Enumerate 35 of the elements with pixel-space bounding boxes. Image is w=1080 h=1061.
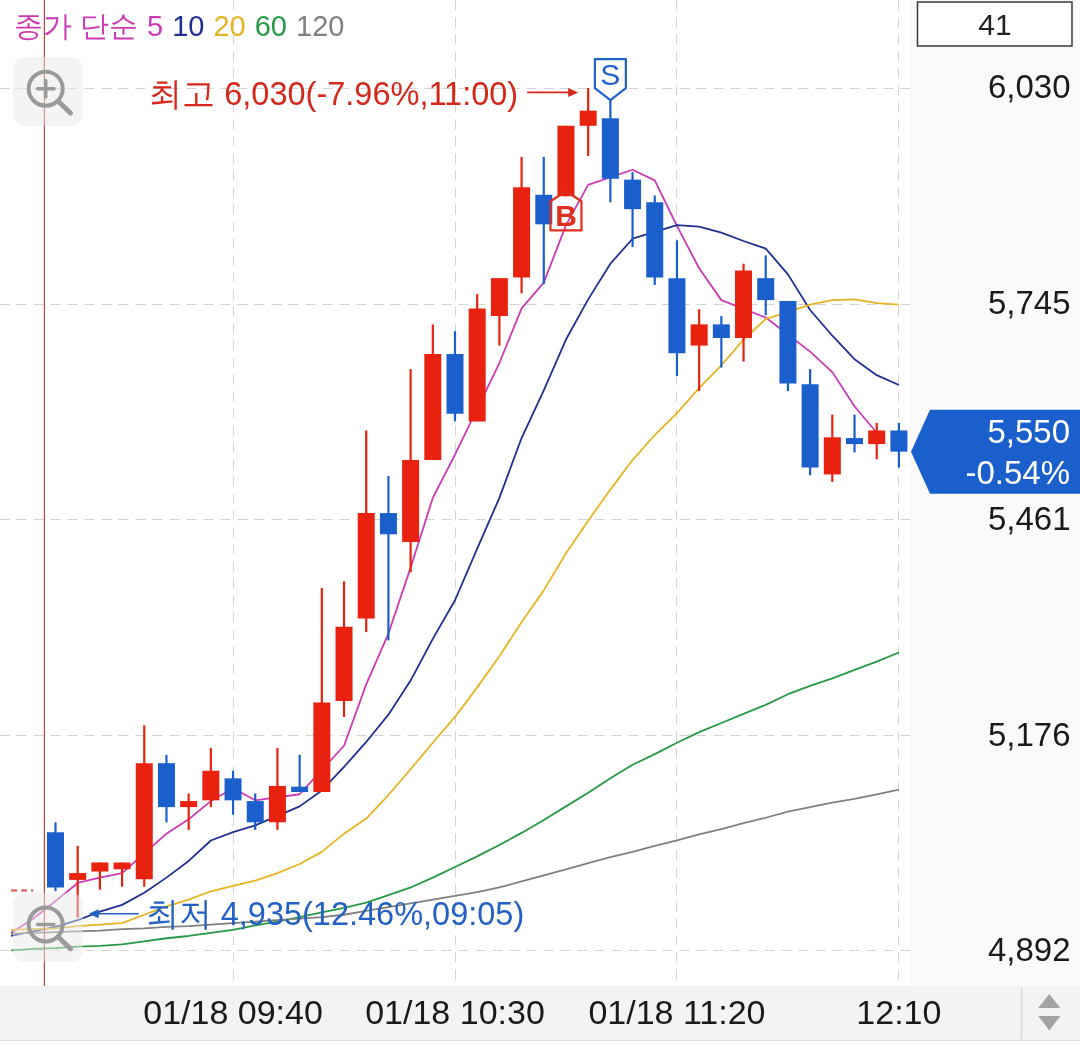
text: 41 <box>978 8 1012 41</box>
text: 10 <box>172 10 205 42</box>
candlestick <box>712 314 730 369</box>
text: 60 <box>254 10 287 42</box>
y-tick-label: 5,461 <box>987 499 1071 537</box>
candlestick <box>690 308 708 393</box>
text: 20 <box>213 10 246 42</box>
candlestick <box>91 861 109 891</box>
text: -0.54% <box>965 454 1070 492</box>
y-tick-label: 5,176 <box>987 715 1071 753</box>
candlestick <box>246 792 264 831</box>
x-tick-label: 01/18 10:30 <box>365 992 545 1031</box>
x-tick-label: 01/18 09:40 <box>143 992 323 1031</box>
y-tick-label: 5,745 <box>987 284 1071 322</box>
candlestick <box>846 413 864 454</box>
line-series <box>10 788 900 935</box>
candlestick <box>890 421 908 469</box>
candlestick <box>868 421 886 461</box>
candlestick <box>180 792 198 831</box>
candlestick <box>379 474 397 642</box>
candlestick <box>757 254 775 317</box>
candlestick <box>113 861 131 888</box>
text: 5 <box>147 10 164 42</box>
text: 120 <box>296 10 345 42</box>
candlestick <box>291 753 309 794</box>
x-tick-label: 01/18 11:20 <box>588 992 766 1031</box>
text: 5,550 <box>987 413 1070 451</box>
line-series <box>10 651 900 952</box>
y-tick-label: 4,892 <box>987 930 1071 968</box>
x-tick-label: 12:10 <box>856 992 942 1031</box>
candlestick <box>224 769 242 816</box>
annotation: 최고 6,030(-7.96%,11:00) <box>149 75 519 112</box>
annotation: S <box>600 57 621 91</box>
y-tick-label: 6,030 <box>987 68 1071 106</box>
candlestick <box>69 844 87 919</box>
